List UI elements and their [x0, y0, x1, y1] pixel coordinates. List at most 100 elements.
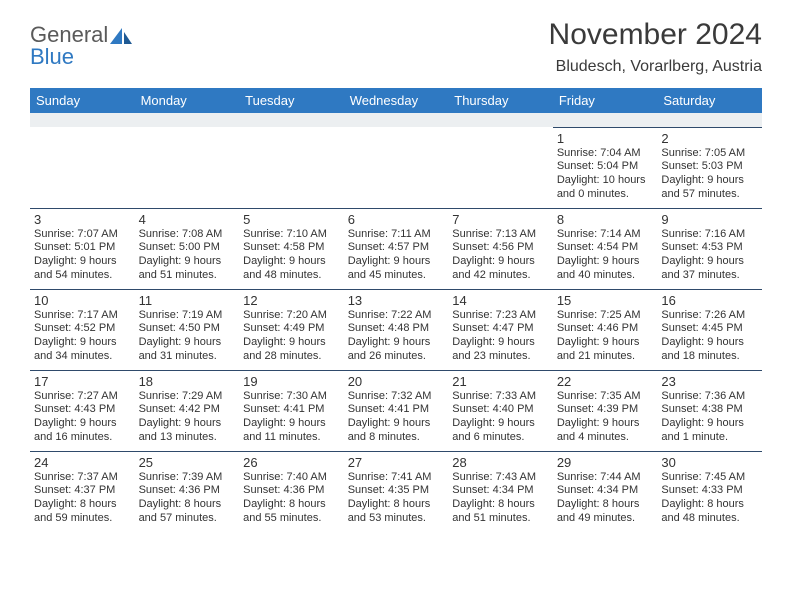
- sunset-text: Sunset: 4:58 PM: [243, 241, 340, 255]
- day-cell: 1Sunrise: 7:04 AMSunset: 5:04 PMDaylight…: [553, 127, 658, 208]
- day-cell: 11Sunrise: 7:19 AMSunset: 4:50 PMDayligh…: [135, 289, 240, 370]
- day-info: Sunrise: 7:30 AMSunset: 4:41 PMDaylight:…: [243, 390, 340, 445]
- day-cell: [448, 127, 553, 208]
- week-row: 17Sunrise: 7:27 AMSunset: 4:43 PMDayligh…: [30, 370, 762, 451]
- location-text: Bludesch, Vorarlberg, Austria: [549, 58, 762, 76]
- day-cell: 24Sunrise: 7:37 AMSunset: 4:37 PMDayligh…: [30, 451, 135, 532]
- daylight-text: Daylight: 9 hours and 34 minutes.: [34, 336, 131, 364]
- sunset-text: Sunset: 4:57 PM: [348, 241, 445, 255]
- weekday-header: Sunday: [30, 88, 135, 113]
- sunset-text: Sunset: 4:34 PM: [557, 484, 654, 498]
- day-number: 14: [452, 293, 549, 308]
- day-number: 2: [661, 131, 758, 146]
- daylight-text: Daylight: 9 hours and 40 minutes.: [557, 255, 654, 283]
- weekday-header: Wednesday: [344, 88, 449, 113]
- day-number: 8: [557, 212, 654, 227]
- day-number: 22: [557, 374, 654, 389]
- day-info: Sunrise: 7:19 AMSunset: 4:50 PMDaylight:…: [139, 309, 236, 364]
- day-number: 26: [243, 455, 340, 470]
- sunrise-text: Sunrise: 7:20 AM: [243, 309, 340, 323]
- day-info: Sunrise: 7:36 AMSunset: 4:38 PMDaylight:…: [661, 390, 758, 445]
- daylight-text: Daylight: 9 hours and 16 minutes.: [34, 417, 131, 445]
- daylight-text: Daylight: 9 hours and 51 minutes.: [139, 255, 236, 283]
- day-number: 18: [139, 374, 236, 389]
- day-number: 11: [139, 293, 236, 308]
- week-row: 24Sunrise: 7:37 AMSunset: 4:37 PMDayligh…: [30, 451, 762, 532]
- day-cell: 20Sunrise: 7:32 AMSunset: 4:41 PMDayligh…: [344, 370, 449, 451]
- weekday-header: Monday: [135, 88, 240, 113]
- day-info: Sunrise: 7:07 AMSunset: 5:01 PMDaylight:…: [34, 228, 131, 283]
- day-number: 17: [34, 374, 131, 389]
- day-info: Sunrise: 7:41 AMSunset: 4:35 PMDaylight:…: [348, 471, 445, 526]
- sunrise-text: Sunrise: 7:11 AM: [348, 228, 445, 242]
- sunset-text: Sunset: 4:53 PM: [661, 241, 758, 255]
- sunset-text: Sunset: 4:54 PM: [557, 241, 654, 255]
- day-cell: 15Sunrise: 7:25 AMSunset: 4:46 PMDayligh…: [553, 289, 658, 370]
- sunset-text: Sunset: 4:47 PM: [452, 322, 549, 336]
- sunrise-text: Sunrise: 7:16 AM: [661, 228, 758, 242]
- sunset-text: Sunset: 4:37 PM: [34, 484, 131, 498]
- sunset-text: Sunset: 5:03 PM: [661, 160, 758, 174]
- day-number: 1: [557, 131, 654, 146]
- day-number: 23: [661, 374, 758, 389]
- calendar-table: Sunday Monday Tuesday Wednesday Thursday…: [30, 88, 762, 532]
- sunset-text: Sunset: 4:50 PM: [139, 322, 236, 336]
- weekday-header-row: Sunday Monday Tuesday Wednesday Thursday…: [30, 88, 762, 113]
- sunset-text: Sunset: 4:36 PM: [243, 484, 340, 498]
- sail-icon: [108, 26, 134, 46]
- week-row: 10Sunrise: 7:17 AMSunset: 4:52 PMDayligh…: [30, 289, 762, 370]
- day-info: Sunrise: 7:35 AMSunset: 4:39 PMDaylight:…: [557, 390, 654, 445]
- sunrise-text: Sunrise: 7:40 AM: [243, 471, 340, 485]
- page: General Blue November 2024 Bludesch, Vor…: [0, 0, 792, 542]
- day-cell: 13Sunrise: 7:22 AMSunset: 4:48 PMDayligh…: [344, 289, 449, 370]
- sunset-text: Sunset: 4:33 PM: [661, 484, 758, 498]
- day-cell: 28Sunrise: 7:43 AMSunset: 4:34 PMDayligh…: [448, 451, 553, 532]
- day-cell: 25Sunrise: 7:39 AMSunset: 4:36 PMDayligh…: [135, 451, 240, 532]
- day-cell: 8Sunrise: 7:14 AMSunset: 4:54 PMDaylight…: [553, 208, 658, 289]
- day-cell: 9Sunrise: 7:16 AMSunset: 4:53 PMDaylight…: [657, 208, 762, 289]
- day-info: Sunrise: 7:10 AMSunset: 4:58 PMDaylight:…: [243, 228, 340, 283]
- day-info: Sunrise: 7:45 AMSunset: 4:33 PMDaylight:…: [661, 471, 758, 526]
- day-number: 6: [348, 212, 445, 227]
- sunrise-text: Sunrise: 7:04 AM: [557, 147, 654, 161]
- day-cell: [135, 127, 240, 208]
- day-number: 25: [139, 455, 236, 470]
- day-cell: 14Sunrise: 7:23 AMSunset: 4:47 PMDayligh…: [448, 289, 553, 370]
- daylight-text: Daylight: 9 hours and 6 minutes.: [452, 417, 549, 445]
- daylight-text: Daylight: 8 hours and 51 minutes.: [452, 498, 549, 526]
- sunset-text: Sunset: 5:01 PM: [34, 241, 131, 255]
- sunrise-text: Sunrise: 7:36 AM: [661, 390, 758, 404]
- day-info: Sunrise: 7:29 AMSunset: 4:42 PMDaylight:…: [139, 390, 236, 445]
- daylight-text: Daylight: 9 hours and 1 minute.: [661, 417, 758, 445]
- daylight-text: Daylight: 9 hours and 8 minutes.: [348, 417, 445, 445]
- day-cell: 7Sunrise: 7:13 AMSunset: 4:56 PMDaylight…: [448, 208, 553, 289]
- sunrise-text: Sunrise: 7:17 AM: [34, 309, 131, 323]
- daylight-text: Daylight: 9 hours and 18 minutes.: [661, 336, 758, 364]
- day-cell: 29Sunrise: 7:44 AMSunset: 4:34 PMDayligh…: [553, 451, 658, 532]
- weekday-header: Thursday: [448, 88, 553, 113]
- day-number: 20: [348, 374, 445, 389]
- day-cell: 12Sunrise: 7:20 AMSunset: 4:49 PMDayligh…: [239, 289, 344, 370]
- day-info: Sunrise: 7:44 AMSunset: 4:34 PMDaylight:…: [557, 471, 654, 526]
- day-cell: [239, 127, 344, 208]
- day-info: Sunrise: 7:16 AMSunset: 4:53 PMDaylight:…: [661, 228, 758, 283]
- sunset-text: Sunset: 4:39 PM: [557, 403, 654, 417]
- daylight-text: Daylight: 9 hours and 4 minutes.: [557, 417, 654, 445]
- sunset-text: Sunset: 4:34 PM: [452, 484, 549, 498]
- day-info: Sunrise: 7:11 AMSunset: 4:57 PMDaylight:…: [348, 228, 445, 283]
- daylight-text: Daylight: 9 hours and 13 minutes.: [139, 417, 236, 445]
- daylight-text: Daylight: 9 hours and 37 minutes.: [661, 255, 758, 283]
- day-cell: 10Sunrise: 7:17 AMSunset: 4:52 PMDayligh…: [30, 289, 135, 370]
- day-cell: 22Sunrise: 7:35 AMSunset: 4:39 PMDayligh…: [553, 370, 658, 451]
- daylight-text: Daylight: 8 hours and 49 minutes.: [557, 498, 654, 526]
- sunrise-text: Sunrise: 7:08 AM: [139, 228, 236, 242]
- day-cell: 6Sunrise: 7:11 AMSunset: 4:57 PMDaylight…: [344, 208, 449, 289]
- day-info: Sunrise: 7:23 AMSunset: 4:47 PMDaylight:…: [452, 309, 549, 364]
- day-info: Sunrise: 7:26 AMSunset: 4:45 PMDaylight:…: [661, 309, 758, 364]
- sunset-text: Sunset: 5:00 PM: [139, 241, 236, 255]
- sunset-text: Sunset: 4:38 PM: [661, 403, 758, 417]
- day-cell: 21Sunrise: 7:33 AMSunset: 4:40 PMDayligh…: [448, 370, 553, 451]
- sunset-text: Sunset: 4:41 PM: [348, 403, 445, 417]
- day-number: 30: [661, 455, 758, 470]
- daylight-text: Daylight: 9 hours and 42 minutes.: [452, 255, 549, 283]
